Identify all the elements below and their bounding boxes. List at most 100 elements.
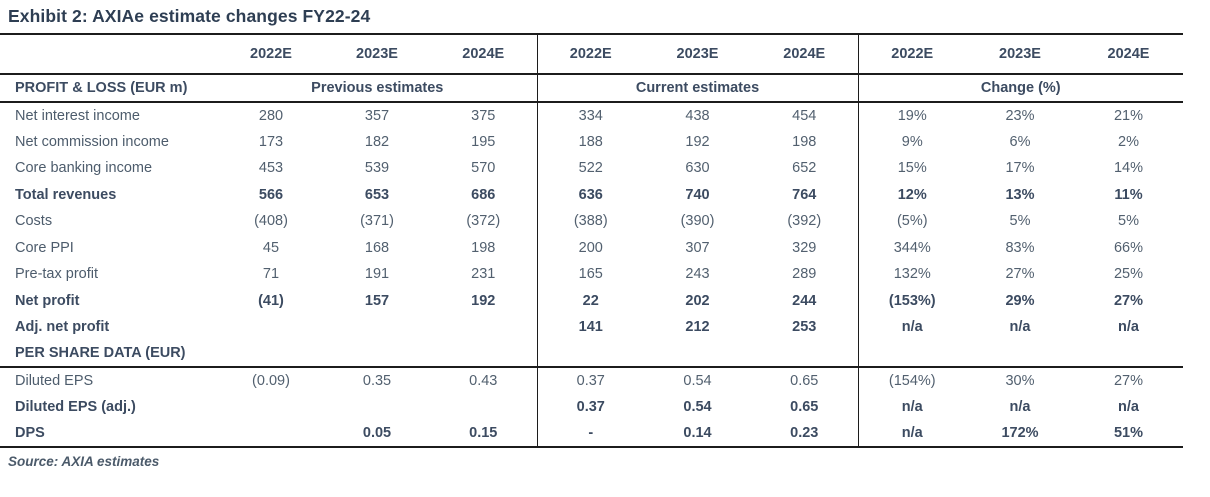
cell-value: n/a [1009, 398, 1031, 415]
cell-value: 19% [857, 102, 966, 129]
cell-value: 570 [471, 160, 496, 177]
year-header: 2024E [751, 34, 858, 75]
table-body: Net interest income 280 357 375 334 438 454 19%… [0, 102, 1183, 447]
cell-value [218, 394, 324, 421]
cell-value: 231 [471, 266, 496, 283]
table-row: DPS 0.05 0.15 - 0.14 0.23 n/a 172% 51% [0, 420, 1183, 447]
cell-value: 307 [685, 239, 710, 256]
table-row: Net profit (41) 157 192 22 202 244 (153%) 29% 27% [0, 287, 1183, 314]
cell-value: 168 [364, 239, 390, 256]
cell-value: n/a [1118, 319, 1139, 336]
cell-value: n/a [857, 314, 966, 341]
cell-value: (392) [787, 213, 822, 230]
table-row: Diluted EPS (adj.) 0.37 0.54 0.65 n/a n/a n/a [0, 393, 1183, 421]
cell-value: 29% [1005, 292, 1035, 309]
cell-value: 0.05 [362, 424, 392, 441]
cell-value [324, 340, 430, 368]
cell-value: 0.65 [790, 372, 819, 389]
row-label: Diluted EPS (adj.) [15, 398, 136, 415]
cell-value: 27% [1113, 372, 1144, 389]
cell-value: 652 [792, 160, 817, 177]
cell-value: 357 [364, 107, 390, 124]
row-label: Diluted EPS [15, 372, 94, 389]
table-row: Pre-tax profit 71 191 231 165 243 289 132% 27% 25… [0, 261, 1183, 288]
cell-value [1074, 340, 1183, 368]
group-header-previous: Previous estimates [218, 74, 537, 103]
cell-value [966, 340, 1074, 368]
section-label-profit-loss: PROFIT & LOSS (EUR m) [0, 74, 218, 103]
year-header: 2022E [857, 34, 966, 75]
cell-value: 132% [857, 261, 966, 288]
cell-value: 0.65 [790, 398, 819, 415]
table-row: PER SHARE DATA (EUR) [0, 340, 1183, 368]
table-row: Total revenues 566 653 686 636 740 764 12% 13% 11… [0, 181, 1183, 208]
cell-value: 202 [685, 292, 710, 309]
cell-value: 0.15 [469, 424, 498, 441]
cell-value: 0.54 [683, 398, 712, 415]
cell-value: 188 [536, 128, 644, 155]
row-label: Net interest income [15, 107, 140, 124]
cell-value [324, 394, 430, 421]
cell-value: n/a [1118, 398, 1139, 415]
year-header-row: 2022E 2023E 2024E 2022E 2023E 2024E 2022… [0, 34, 1183, 75]
cell-value: 172% [1001, 424, 1039, 441]
cell-value: 66% [1113, 239, 1144, 256]
cell-value [857, 340, 966, 368]
cell-value: 173 [258, 133, 284, 150]
year-header: 2022E [218, 34, 324, 75]
cell-value: 212 [685, 319, 710, 336]
cell-value: n/a [1009, 319, 1031, 336]
cell-value [218, 314, 324, 341]
cell-value: 686 [471, 186, 496, 203]
cell-value: 17% [1005, 160, 1035, 177]
cell-value: 566 [258, 186, 284, 203]
table-row: Core PPI 45 168 198 200 307 329 344% 83% 66% [0, 234, 1183, 261]
cell-value: 14% [1113, 160, 1144, 177]
cell-value: 12% [857, 181, 966, 208]
cell-value: n/a [857, 393, 966, 420]
cell-value: 198 [792, 133, 817, 150]
row-label: Costs [15, 213, 53, 230]
year-header: 2023E [644, 34, 751, 75]
cell-value [218, 420, 324, 447]
cell-value: 11% [1114, 186, 1143, 203]
cell-value: 23% [1005, 107, 1035, 124]
cell-value: 9% [857, 128, 966, 155]
cell-value: 0.35 [362, 372, 392, 389]
cell-value: 71 [262, 266, 280, 283]
cell-value [644, 340, 751, 368]
cell-value: 6% [1009, 133, 1031, 150]
corner-cell [0, 34, 218, 75]
cell-value [430, 314, 537, 341]
cell-value: 244 [792, 292, 817, 309]
cell-value: (371) [360, 213, 394, 230]
table-row: Core banking income 453 539 570 522 630 652 15%… [0, 155, 1183, 182]
year-header: 2022E [536, 34, 644, 75]
year-header: 2024E [1074, 34, 1183, 75]
cell-value: 438 [685, 107, 710, 124]
cell-value: 740 [685, 186, 710, 203]
cell-value: 22 [536, 287, 644, 314]
cell-value: 375 [471, 107, 496, 124]
cell-value: 344% [857, 234, 966, 261]
table-row: Adj. net profit 141 212 253 n/a n/a n/a [0, 314, 1183, 341]
cell-value: 157 [364, 292, 390, 309]
cell-value: 539 [364, 160, 390, 177]
cell-value: - [536, 420, 644, 447]
cell-value: 182 [364, 133, 390, 150]
cell-value [324, 314, 430, 341]
cell-value: 191 [364, 266, 390, 283]
row-label: Total revenues [15, 186, 117, 203]
cell-value: 141 [536, 314, 644, 341]
cell-value: (153%) [857, 287, 966, 314]
group-header-change: Change (%) [857, 74, 1183, 103]
cell-value: (408) [254, 213, 288, 230]
cell-value: 453 [258, 160, 284, 177]
cell-value: 454 [792, 107, 817, 124]
row-label: Net commission income [15, 133, 169, 150]
cell-value: (372) [466, 213, 501, 230]
cell-value: 25% [1113, 266, 1144, 283]
group-header-row: PROFIT & LOSS (EUR m) Previous estimates… [0, 74, 1183, 103]
cell-value: 0.23 [790, 424, 819, 441]
